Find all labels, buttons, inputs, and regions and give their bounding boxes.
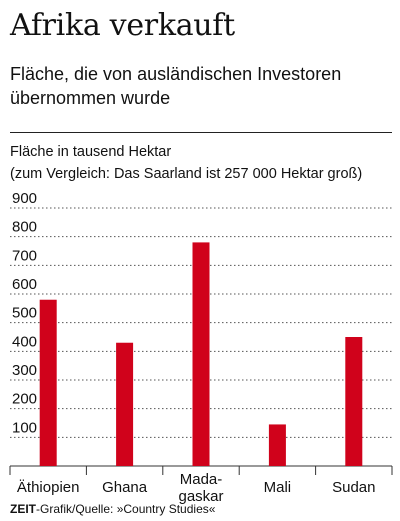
bar-0 xyxy=(39,299,57,466)
source-line: ZEIT-Grafik/Quelle: »Country Studies« xyxy=(10,502,215,516)
y-tick-label-400: 400 xyxy=(12,333,37,350)
category-label-2: Mada-gaskar xyxy=(178,471,223,505)
y-tick-label-800: 800 xyxy=(12,219,37,236)
chart-subtitle: Fläche, die von ausländischen Investoren… xyxy=(10,64,342,108)
y-tick-label-700: 700 xyxy=(12,247,37,264)
category-label-1: Ghana xyxy=(102,479,148,496)
bar-1 xyxy=(116,342,134,466)
y-tick-label-300: 300 xyxy=(12,362,37,379)
y-tick-label-600: 600 xyxy=(12,276,37,293)
y-tick-label-100: 100 xyxy=(12,419,37,436)
header-divider xyxy=(10,132,392,133)
source-text: -Grafik/Quelle: »Country Studies« xyxy=(36,502,216,516)
bar-2 xyxy=(192,242,210,466)
y-tick-label-500: 500 xyxy=(12,305,37,322)
y-tick-label-900: 900 xyxy=(12,190,37,207)
comparison-note: (zum Vergleich: Das Saarland ist 257 000… xyxy=(10,166,363,182)
y-tick-label-200: 200 xyxy=(12,391,37,408)
bar-4 xyxy=(345,337,363,466)
category-label-0: Äthiopien xyxy=(17,479,80,496)
category-label-4: Sudan xyxy=(332,479,375,496)
chart-title: Afrika verkauft xyxy=(10,8,235,43)
unit-note: Fläche in tausend Hektar xyxy=(10,144,172,160)
source-brand: ZEIT xyxy=(10,502,36,516)
bar-3 xyxy=(268,424,286,466)
category-label-3: Mali xyxy=(264,479,292,496)
